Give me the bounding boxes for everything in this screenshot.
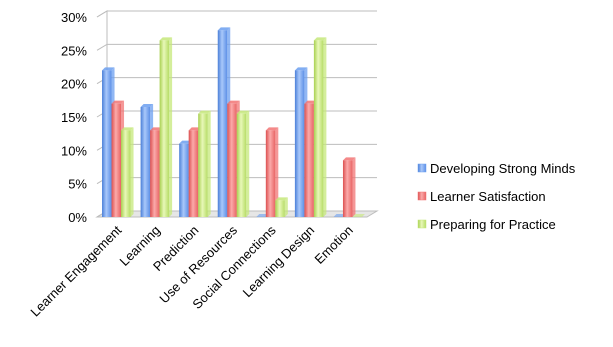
bar-side [207,110,211,217]
bar-face [265,130,276,217]
gridline [96,43,377,51]
bar-face [313,40,324,218]
bar [256,214,269,217]
bar-top [188,127,202,131]
bar-top [150,127,163,131]
bar-flat [256,214,269,217]
legend-entry: Learner Satisfaction [417,189,546,204]
legend: Developing Strong Minds Learner Satisfact… [417,161,576,232]
bar-face [111,103,122,217]
bar-top [217,27,231,31]
y-tick-label: 10% [61,143,87,158]
y-tick-label: 25% [61,43,87,58]
bar-face [217,30,228,218]
bar-top [275,197,288,201]
x-axis-labels: Learner EngagementLearningPredictionUse … [27,222,355,319]
bar-side [323,37,327,218]
bar-side [352,157,356,217]
legend-swatch [417,191,427,201]
y-tick-label: 5% [68,177,87,192]
bar-top [179,140,192,144]
bar-face [102,70,112,217]
bar [121,127,134,217]
bar-top [342,157,356,161]
bar-side [284,197,288,217]
bar [159,37,173,218]
bar [236,110,250,217]
bar-face [198,113,208,217]
bar-face [121,130,131,217]
bar-top [236,110,250,114]
legend-swatch [417,163,427,173]
legend-swatch [417,219,427,229]
bar-top [198,110,211,114]
bar-top [294,67,308,71]
bar-top [102,67,115,71]
bar-face [150,130,160,217]
bar-face [304,103,314,217]
bar-face [140,107,151,217]
bar [198,110,211,217]
bar-face [188,130,199,217]
gridline [96,10,377,18]
y-tick-label: 15% [61,110,87,125]
y-tick-label: 30% [61,10,87,25]
bar [342,157,356,217]
bar-side [130,127,134,217]
bar-top [159,37,173,41]
bar-top [140,104,154,107]
y-axis-ticks: 0% 5% 10% 15% 20% 25% 30% [61,10,87,225]
bar-side [246,110,250,217]
bar-side [169,37,173,218]
bar [313,37,327,218]
bar-top [313,37,327,41]
bar-flat [333,214,346,217]
legend-label: Preparing for Practice [430,217,556,232]
bar [333,214,346,217]
legend-entry: Developing Strong Minds [417,161,576,176]
legend-label: Learner Satisfaction [430,189,546,204]
bar-top [227,100,240,104]
bar-face [159,40,170,218]
bar-top [111,100,125,104]
bar-top [265,127,279,131]
y-tick-label: 20% [61,77,87,92]
bar-flat [352,214,365,217]
bar [275,197,288,217]
y-tick-label: 0% [68,210,87,225]
bar-face [236,113,247,217]
x-tick-label: Learning Design [240,223,318,301]
bar-top [121,127,134,131]
x-tick-label: Emotion [311,223,355,267]
bar [352,214,365,217]
legend-entry: Preparing for Practice [417,217,556,232]
bar [265,127,279,217]
bar-top [304,100,317,104]
legend-label: Developing Strong Minds [430,161,576,176]
bar-side [275,127,279,217]
bar-face [342,160,353,217]
bar-face [227,103,237,217]
bars [102,27,365,218]
bar-face [179,143,189,217]
bar-face [275,200,285,217]
x-tick-label: Learner Engagement [27,222,124,319]
bar-face [294,70,305,217]
